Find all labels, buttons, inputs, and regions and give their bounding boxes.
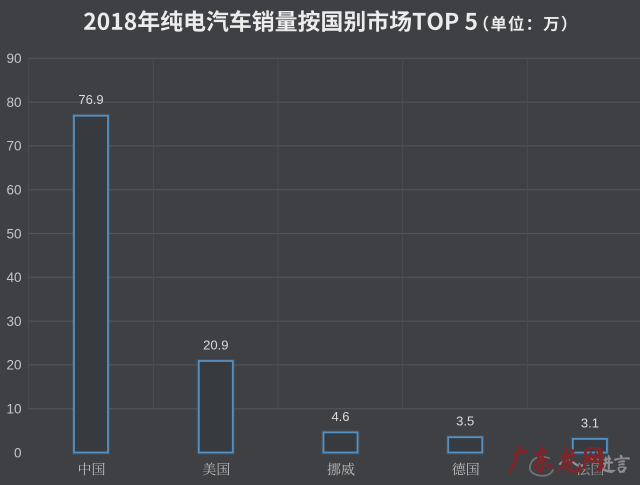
svg-text:10: 10 <box>6 402 21 417</box>
svg-text:70: 70 <box>6 139 21 154</box>
svg-text:20: 20 <box>6 358 21 373</box>
svg-text:90: 90 <box>6 51 21 66</box>
svg-text:3.5: 3.5 <box>456 414 474 429</box>
svg-text:4.6: 4.6 <box>331 409 349 424</box>
svg-text:30: 30 <box>6 314 21 329</box>
svg-text:3.1: 3.1 <box>581 415 599 430</box>
svg-text:76.9: 76.9 <box>78 92 103 107</box>
svg-text:60: 60 <box>6 183 21 198</box>
svg-text:40: 40 <box>6 270 21 285</box>
svg-text:0: 0 <box>14 445 22 460</box>
svg-text:50: 50 <box>6 226 21 241</box>
svg-text:20.9: 20.9 <box>203 338 228 353</box>
svg-text:80: 80 <box>6 95 21 110</box>
